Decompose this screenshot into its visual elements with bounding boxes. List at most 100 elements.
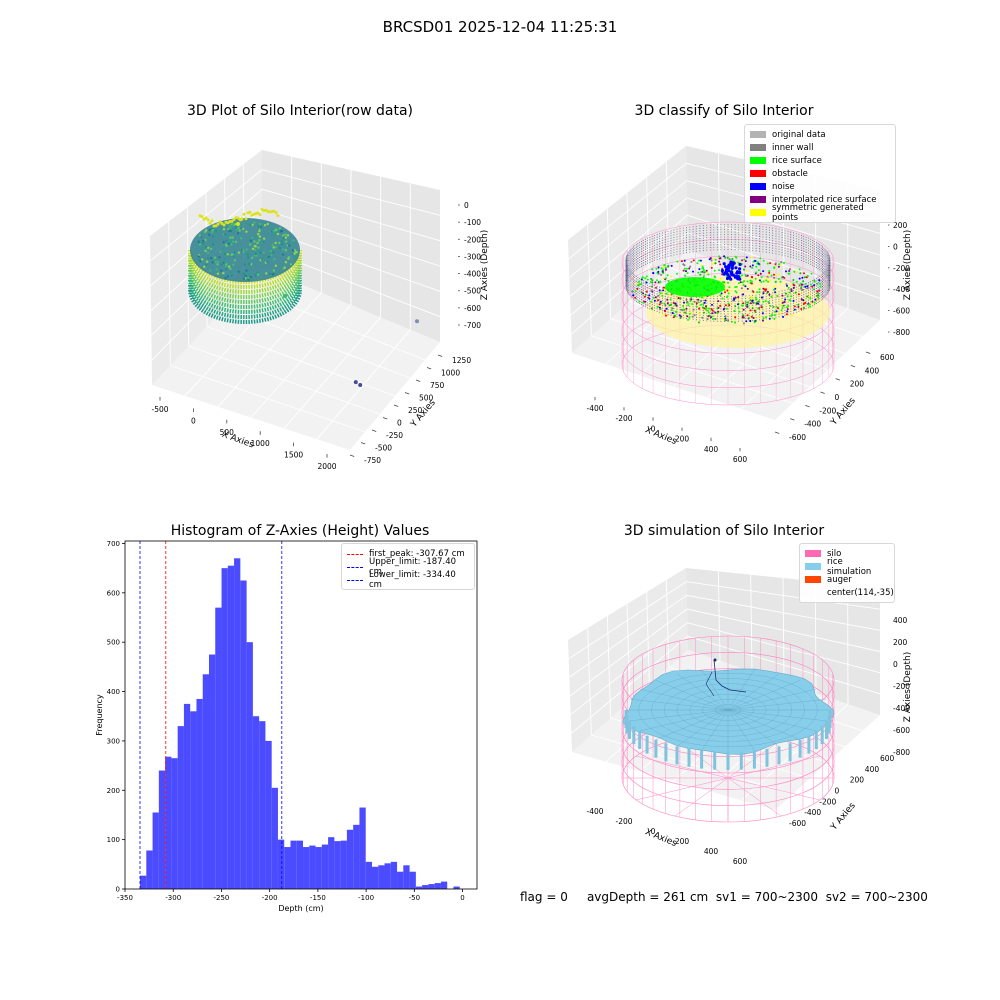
classify-surface-point [705, 308, 707, 311]
raw-rim-point [256, 211, 260, 215]
raw-surface-point [216, 263, 219, 266]
classify-surface-point [750, 256, 753, 259]
classify-surface-point [688, 267, 691, 270]
classify-surface-point [682, 305, 685, 307]
classify-surface-point [693, 300, 696, 303]
classify-surface-point [724, 256, 727, 259]
raw-surface-point [257, 232, 260, 236]
classify-surface-point [743, 268, 745, 271]
classify-surface-point [689, 265, 692, 268]
classify-surface-point [690, 260, 693, 263]
raw-surface-point [282, 248, 285, 251]
classify-surface-point [645, 275, 648, 278]
classify-surface-point [819, 282, 822, 285]
histogram-y-axis-label: Frequency [95, 694, 104, 736]
raw-surface-point [268, 272, 272, 276]
simulation-rice-mesh [629, 698, 729, 711]
classify-surface-point [710, 316, 712, 319]
legend-label: symmetric generated points [772, 202, 864, 223]
raw-surface-point [261, 258, 265, 261]
simulation-rice-mesh [629, 709, 729, 722]
histogram-bar [359, 807, 366, 889]
simulation-x-tick-label: -400 [586, 807, 603, 816]
raw-surface-point [220, 230, 223, 234]
histogram-bar [303, 847, 310, 889]
simulation-y-tick-label: 600 [880, 754, 895, 763]
classify-surface-point [768, 293, 771, 296]
raw-grid-line [184, 280, 292, 397]
classify-surface-point [802, 303, 805, 305]
classify-surface-point [793, 308, 796, 311]
classify-surface-point [724, 317, 727, 320]
raw-x-tick-label: 500 [220, 428, 235, 437]
raw-rim-point [244, 217, 248, 221]
classify-surface-point [744, 260, 747, 263]
raw-surface-point [280, 242, 284, 245]
histogram-y-tick-label: 0 [116, 886, 120, 894]
classify-surface-point [642, 292, 645, 295]
histogram-bar [215, 607, 222, 889]
classify-surface-point [742, 316, 745, 319]
raw-surface-point [237, 270, 240, 273]
histogram-bar [165, 756, 172, 889]
raw-surface-point [205, 245, 208, 249]
classify-surface-point [682, 308, 685, 311]
raw-surface-point [285, 240, 288, 243]
classify-x-tick-label: 400 [704, 445, 719, 454]
simulation-silo-floor-spoke [727, 755, 820, 779]
raw-surface-point [258, 222, 262, 226]
classify-surface-point [684, 312, 687, 315]
raw-z-tick-label: -300 [464, 252, 481, 261]
classify-surface-point [678, 314, 681, 317]
classify-x-axis-label: X Axies [643, 425, 678, 447]
classify-surface-point [661, 294, 664, 297]
classify-surface-point [685, 307, 688, 310]
raw-surface-point [227, 242, 230, 245]
classify-surface-point [710, 266, 713, 269]
classify-surface-point [651, 268, 654, 271]
classify-surface-point [755, 271, 758, 274]
histogram-bar [328, 837, 335, 889]
classify-surface-point [690, 298, 693, 301]
classify-surface-point [742, 308, 745, 311]
classify-surface-point [698, 307, 701, 310]
raw-surface-point [258, 248, 261, 251]
raw-surface-point [231, 222, 234, 226]
classify-surface-point [645, 290, 648, 293]
classify-surface-point [752, 291, 755, 293]
raw-surface-point [279, 230, 283, 233]
simulation-rice-mesh [727, 709, 817, 732]
raw-grid-line [150, 169, 441, 262]
classify-surface-point [795, 270, 798, 273]
raw-surface-point [293, 252, 296, 255]
simulation-z-tick-label: 200 [893, 638, 908, 647]
classify-surface-point [818, 289, 821, 292]
classify-surface-point [788, 291, 791, 294]
raw-surface-point [288, 244, 291, 247]
avg-depth-text: avgDepth = 261 cm [586, 890, 709, 904]
classify-surface-point [768, 271, 771, 274]
classify-surface-point [702, 311, 705, 314]
raw-surface-point [198, 258, 201, 262]
raw-y-tick-label: -500 [375, 444, 392, 453]
raw-x-tick-label: 2000 [317, 462, 336, 471]
classify-surface-point [749, 299, 752, 302]
simulation-y-tick-label: 0 [835, 787, 840, 796]
raw-surface-point [247, 256, 250, 259]
classify-point-cloud [621, 221, 835, 406]
raw-surface-point [240, 227, 243, 230]
classify-surface-point [646, 278, 649, 281]
sv2-text: sv2 = 700~2300 [825, 890, 928, 904]
histogram-bar [384, 863, 391, 889]
histogram-bar [227, 565, 235, 889]
simulation-rice-mesh [639, 688, 729, 711]
classify-surface-point [711, 312, 714, 315]
raw-surface-point [284, 236, 288, 239]
raw-surface-point [245, 230, 248, 233]
raw-surface-point [278, 227, 282, 230]
classify-surface-point [743, 280, 746, 283]
classify-surface-point [657, 294, 660, 297]
classify-surface-point [638, 280, 640, 283]
raw-surface-point [224, 233, 227, 236]
classify-surface-point [687, 318, 689, 321]
